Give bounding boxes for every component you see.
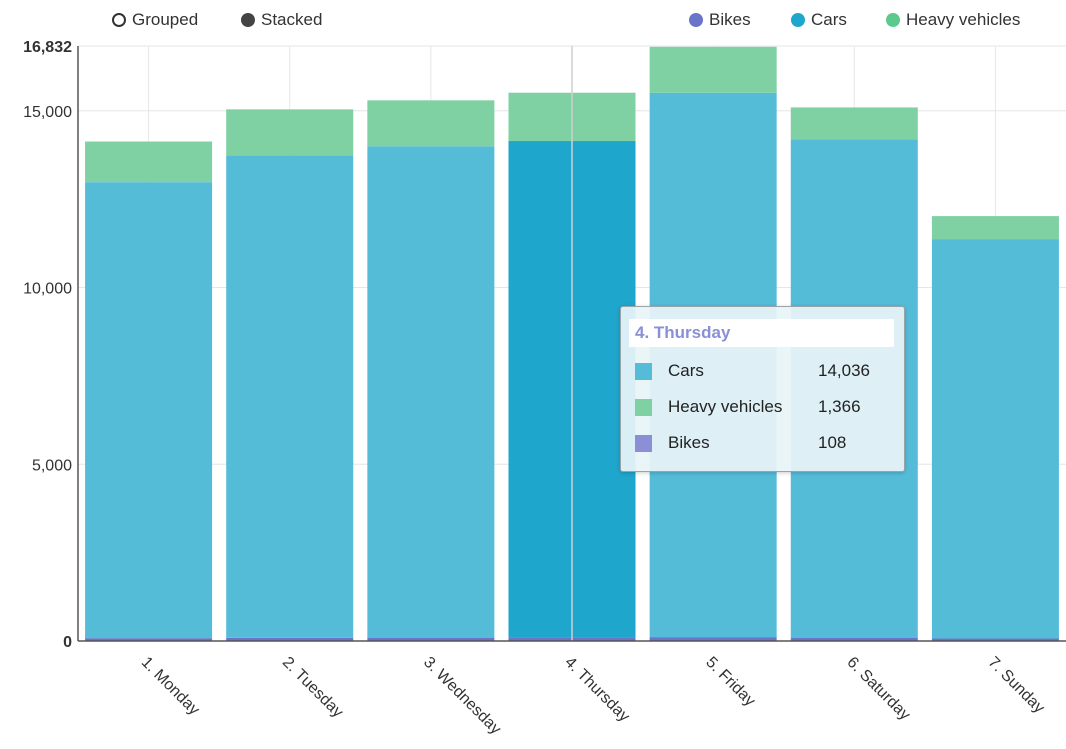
x-tick-label: 1. Monday [138,654,203,719]
grouped-label: Grouped [132,10,199,29]
tooltip-row-bikes: Bikes 108 [621,425,904,461]
radio-filled-icon [241,13,255,27]
tooltip-name-bikes: Bikes [668,433,710,452]
tooltip-title: 4. Thursday [629,319,894,347]
bar-bikes [931,638,1059,641]
legend-heavy-dot-icon [886,13,900,27]
legend-heavy-label: Heavy vehicles [906,10,1021,29]
radio-empty-icon [112,13,126,27]
legend-bikes-label: Bikes [709,10,751,29]
legend-item-cars[interactable]: Cars [791,10,847,30]
bar-heavy-vehicles [226,109,354,156]
tooltip-row-heavy-vehicles: Heavy vehicles 1,366 [621,389,904,425]
x-tick-label: 4. Thursday [561,654,633,726]
bar-cars [226,155,354,638]
stacked-label: Stacked [261,10,323,29]
bar-heavy-vehicles [367,100,495,147]
tooltip-name-heavy-vehicles: Heavy vehicles [668,397,783,416]
bar-bikes [226,637,354,641]
bar-heavy-vehicles [931,216,1059,240]
legend-bikes-dot-icon [689,13,703,27]
legend-cars-label: Cars [811,10,847,29]
bar-bikes [85,638,213,641]
bar-heavy-vehicles [85,141,213,183]
tooltip-swatch-cars [635,362,652,380]
bar-heavy-vehicles [790,107,918,140]
legend-cars-dot-icon [791,13,805,27]
legend-item-bikes[interactable]: Bikes [689,10,751,30]
bar-bikes [367,637,495,641]
bar-heavy-vehicles [649,46,777,93]
grouped-toggle[interactable]: Grouped [112,10,198,30]
bar-cars [931,239,1059,639]
bar-bikes [649,637,777,641]
tooltip-value-cars: 14,036 [818,361,870,380]
legend-item-heavy-vehicles[interactable]: Heavy vehicles [886,10,1020,30]
x-tick-label: 6. Saturday [843,654,913,724]
y-tick-label: 16,832 [23,39,72,56]
stacked-toggle[interactable]: Stacked [241,10,322,30]
tooltip-value-bikes: 108 [818,433,847,452]
tooltip-value-heavy-vehicles: 1,366 [818,397,861,416]
tooltip-name-cars: Cars [668,361,704,380]
x-tick-label: 7. Sunday [985,654,1048,717]
y-tick-label: 5,000 [32,457,72,474]
tooltip-row-cars: Cars 14,036 [621,353,904,389]
bar-bikes [790,637,918,641]
bar-cars [367,146,495,638]
x-tick-label: 5. Friday [702,654,758,710]
y-tick-label: 0 [63,634,72,651]
tooltip-swatch-heavy-vehicles [635,398,652,416]
y-tick-label: 15,000 [23,104,72,121]
tooltip-swatch-bikes [635,434,652,452]
tooltip: 4. Thursday Cars 14,036 Heavy vehicles 1… [620,306,905,472]
x-tick-label: 2. Tuesday [279,654,346,721]
bar-cars [85,182,213,639]
y-tick-label: 10,000 [23,281,72,298]
x-tick-label: 3. Wednesday [420,654,504,738]
